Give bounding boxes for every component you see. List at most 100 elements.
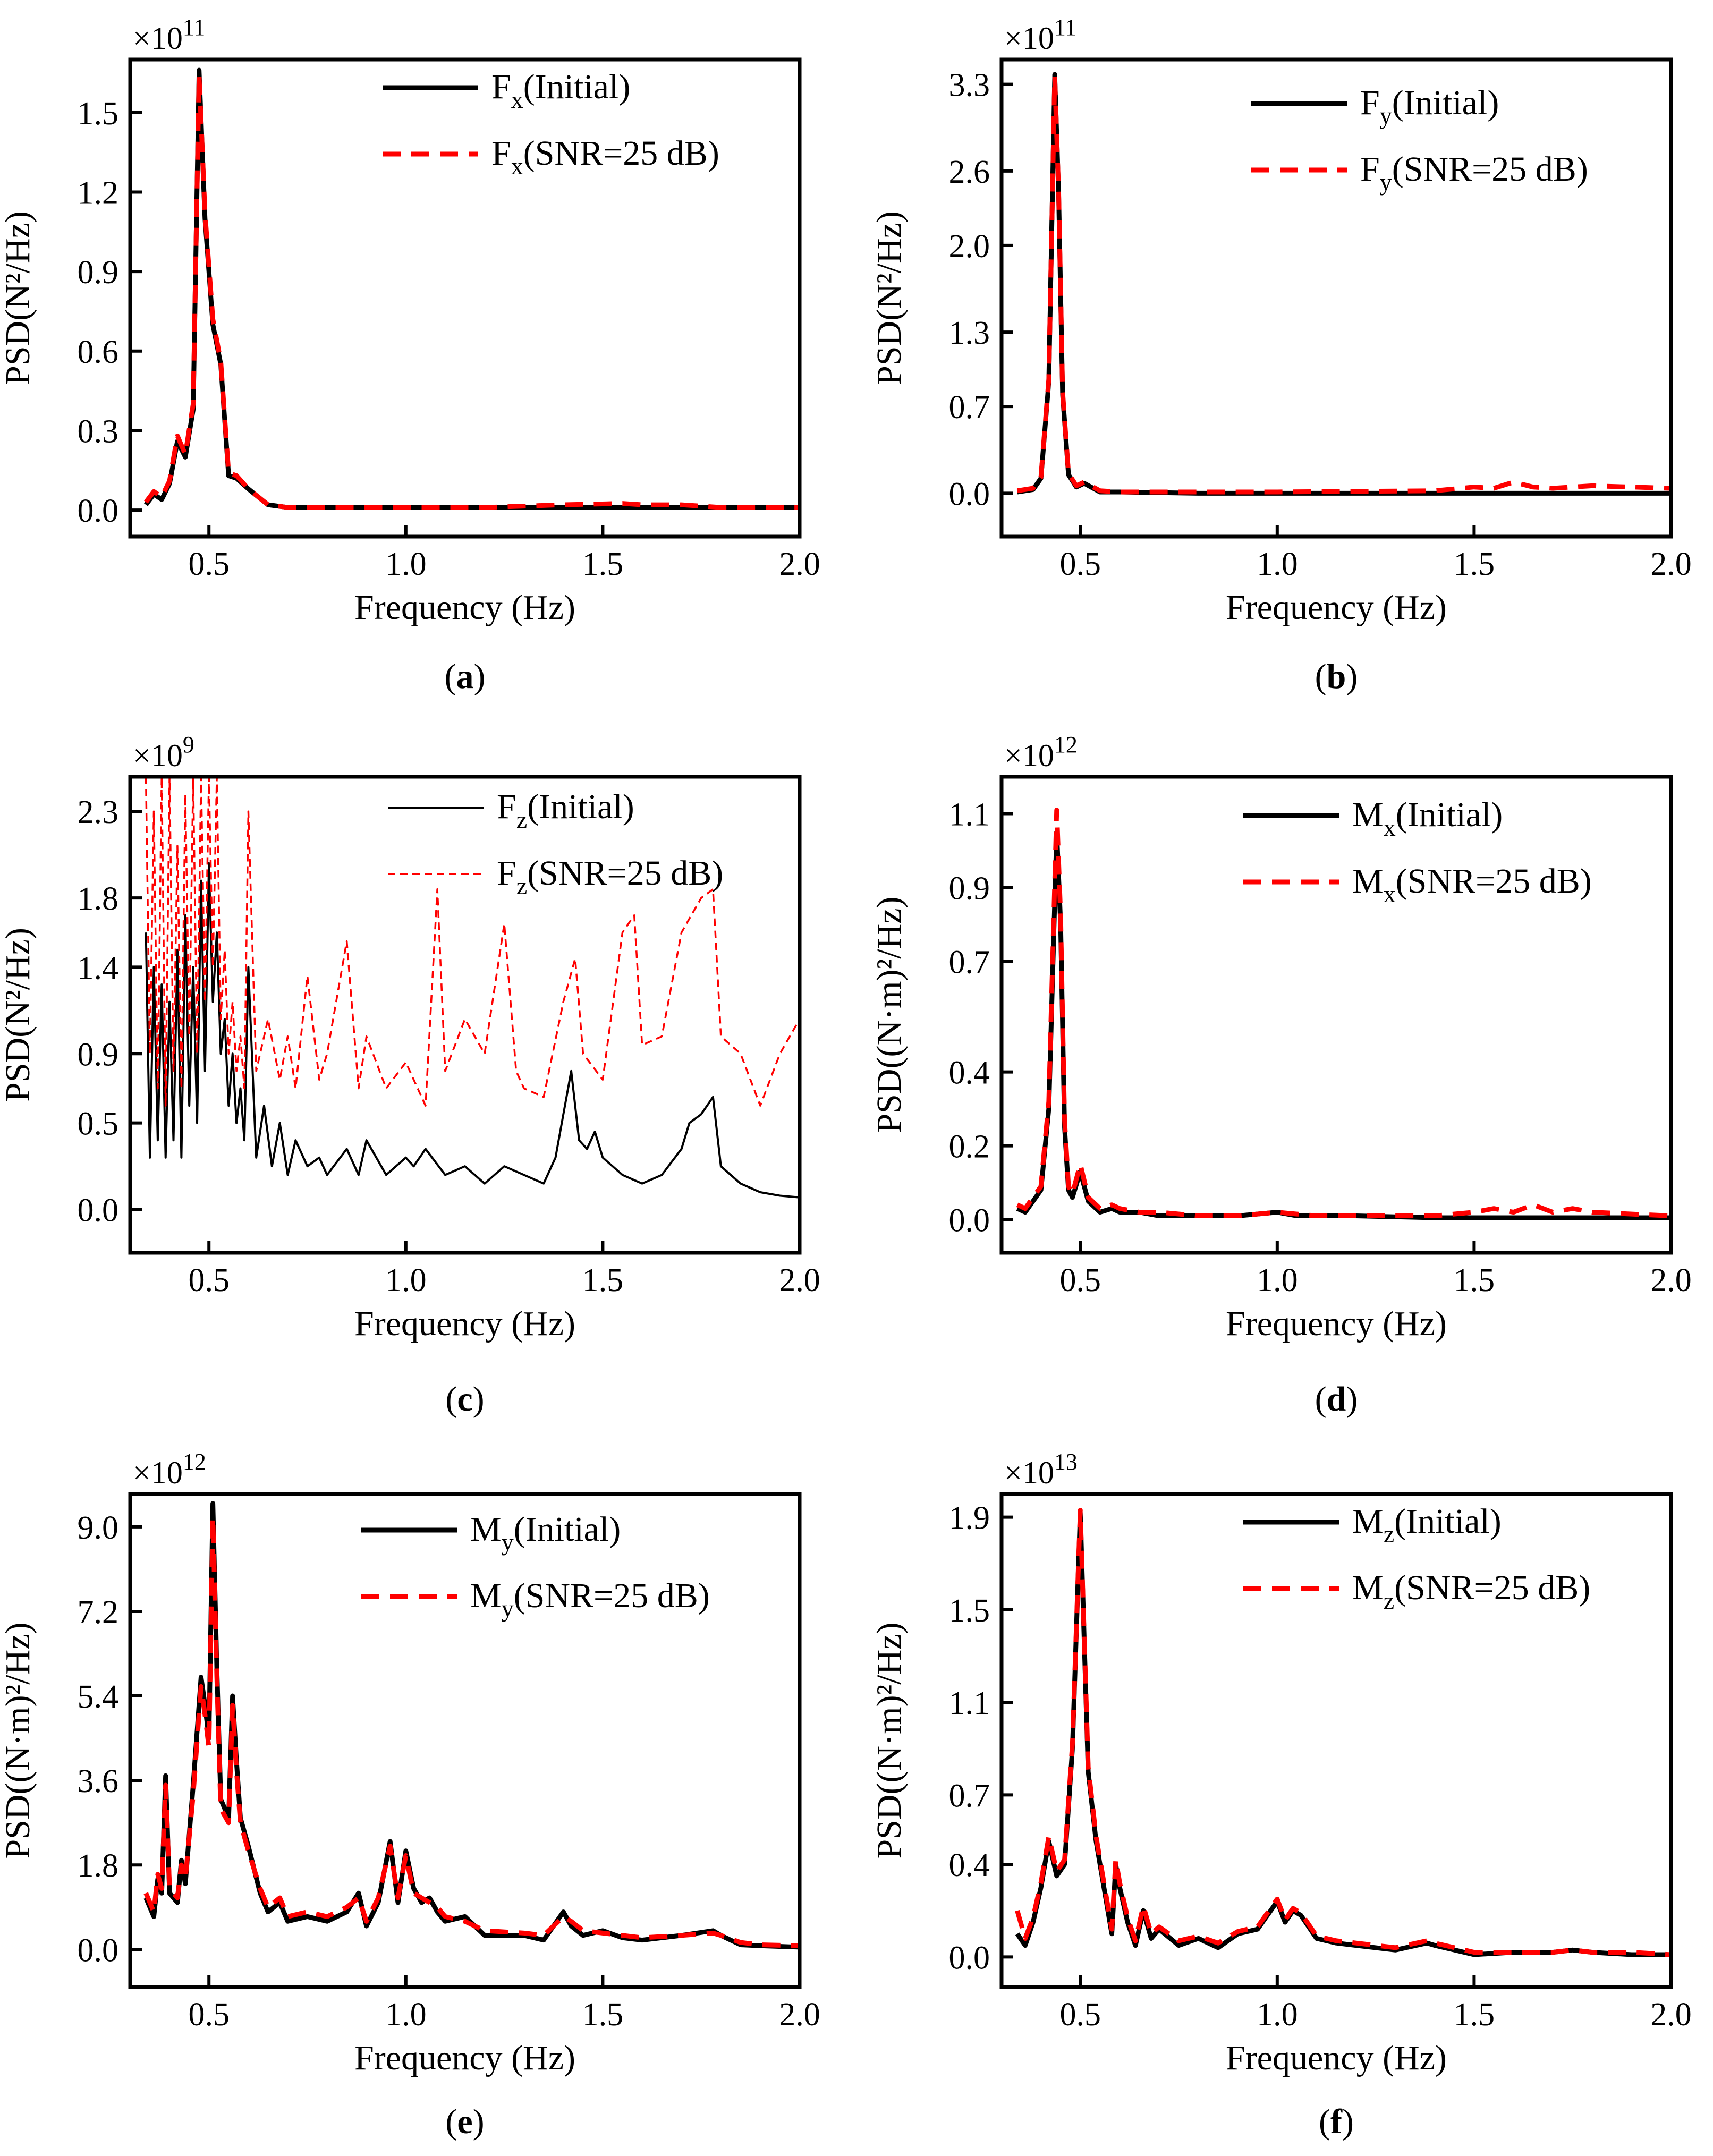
y-multiplier: ×1012	[133, 1449, 206, 1490]
y-tick-label: 9.0	[78, 1510, 119, 1546]
y-multiplier: ×1012	[1004, 732, 1078, 773]
x-tick-label: 0.5	[1059, 546, 1101, 582]
x-axis-label: Frequency (Hz)	[1226, 2039, 1447, 2077]
legend-label: My(Initial)	[470, 1510, 621, 1556]
x-axis-label: Frequency (Hz)	[354, 1304, 575, 1343]
y-axis-label: PSD(N²/Hz)	[0, 211, 37, 385]
x-tick-label: 0.5	[1059, 1997, 1101, 2033]
y-tick-label: 1.8	[78, 1848, 119, 1884]
y-tick-label: 1.1	[949, 796, 990, 833]
plot-frame	[128, 57, 802, 539]
y-tick-label: 1.2	[78, 175, 119, 211]
y-tick-label: 0.0	[78, 1932, 119, 1968]
legend-label: Fy(Initial)	[1360, 83, 1499, 129]
x-axis-label: Frequency (Hz)	[354, 588, 575, 627]
panel-caption: (b)	[1315, 657, 1358, 696]
y-axis-label: PSD(N²/Hz)	[0, 928, 37, 1102]
y-tick-label: 3.6	[78, 1763, 119, 1800]
y-tick-label: 2.0	[949, 228, 990, 265]
x-axis-label: Frequency (Hz)	[1226, 1304, 1447, 1343]
panel-d: 0.5 1.0 1.5 2.0 0.0 0.2 0.4 0.7 0.9 1.1 ×1012 Frequ…	[870, 732, 1692, 1419]
y-tick-label: 0.7	[949, 389, 990, 426]
series-b-snr25	[1016, 74, 1671, 495]
x-tick-label: 2.0	[1650, 1997, 1692, 2033]
legend-label: Fy(SNR=25 dB)	[1360, 150, 1588, 196]
series-e-initial	[143, 1501, 800, 1950]
x-tick-label: 0.5	[1059, 1262, 1101, 1298]
plot-frame	[999, 775, 1673, 1255]
x-tick-label: 1.5	[582, 1997, 624, 2033]
panel-f: 0.5 1.0 1.5 2.0 0.0 0.4 0.7 1.1 1.5 1.9 ×1013 Frequ…	[870, 1449, 1692, 2141]
y-tick-label: 1.5	[78, 96, 119, 132]
series-b-initial	[1016, 72, 1671, 496]
x-tick-label: 1.5	[1454, 1997, 1495, 2033]
y-axis-label: PSD((N·m)²/Hz)	[0, 1622, 37, 1858]
y-tick-label: 1.8	[78, 881, 119, 917]
legend-label: Mz(Initial)	[1352, 1502, 1502, 1548]
panel-a: 0.5 1.0 1.5 2.0 0.0 0.3 0.6 0.9 1.2 1.5 ×1011 Frequ…	[0, 14, 820, 696]
y-tick-label: 1.5	[949, 1593, 990, 1629]
y-tick-label: 1.3	[949, 315, 990, 351]
panel-b: 0.5 1.0 1.5 2.0 0.0 0.7 1.3 2.0 2.6 3.3 ×1011 Frequ…	[870, 14, 1692, 696]
x-tick-label: 1.5	[1454, 546, 1495, 582]
y-tick-label: 0.5	[78, 1106, 119, 1142]
y-axis-label: PSD((N·m)²/Hz)	[870, 896, 909, 1133]
x-tick-label: 0.5	[188, 1997, 230, 2033]
legend-label: Fz(SNR=25 dB)	[497, 854, 723, 899]
plot-frame	[999, 57, 1673, 539]
x-axis-label: Frequency (Hz)	[354, 2039, 575, 2077]
y-tick-label: 0.9	[949, 870, 990, 906]
series-e-snr25	[143, 1515, 800, 1948]
legend-label: Fx(Initial)	[491, 67, 630, 113]
panel-caption: (f)	[1319, 2102, 1354, 2141]
y-tick-label: 0.7	[949, 1778, 990, 1814]
y-tick-label: 0.0	[949, 476, 990, 512]
y-tick-label: 0.2	[949, 1129, 990, 1165]
y-axis-label: PSD((N·m)²/Hz)	[870, 1622, 909, 1858]
x-tick-label: 1.0	[1257, 1262, 1298, 1298]
x-tick-label: 2.0	[779, 1997, 820, 2033]
panel-e: 0.5 1.0 1.5 2.0 0.0 1.8 3.6 5.4 7.2 9.0 ×1012 Frequ…	[0, 1449, 820, 2141]
y-multiplier: ×1011	[133, 14, 205, 56]
y-tick-label: 0.0	[949, 1202, 990, 1238]
plot-frame	[999, 1492, 1673, 1989]
y-tick-label: 0.4	[949, 1847, 990, 1883]
x-tick-label: 2.0	[1650, 1262, 1692, 1298]
x-tick-label: 1.5	[1454, 1262, 1495, 1298]
x-tick-label: 1.5	[582, 1262, 624, 1298]
y-tick-label: 7.2	[78, 1594, 119, 1631]
x-axis-label: Frequency (Hz)	[1226, 588, 1447, 627]
series-d-snr25	[1016, 808, 1671, 1218]
legend-label: Fx(SNR=25 dB)	[491, 134, 719, 180]
x-tick-label: 2.0	[1650, 546, 1692, 582]
y-tick-label: 1.1	[949, 1685, 990, 1721]
panel-caption: (a)	[445, 657, 486, 696]
y-multiplier: ×109	[133, 732, 194, 773]
y-tick-label: 2.6	[949, 154, 990, 190]
y-axis-label: PSD(N²/Hz)	[870, 211, 909, 385]
y-tick-label: 0.0	[949, 1940, 990, 1976]
x-tick-label: 1.0	[1257, 546, 1298, 582]
y-tick-label: 0.9	[78, 1037, 119, 1073]
y-multiplier: ×1013	[1004, 1449, 1078, 1490]
y-tick-label: 0.3	[78, 413, 119, 449]
legend-label: Mz(SNR=25 dB)	[1352, 1568, 1590, 1614]
x-tick-label: 1.0	[385, 1997, 427, 2033]
legend-label: Fz(Initial)	[497, 787, 634, 833]
x-tick-label: 2.0	[779, 1262, 820, 1298]
y-tick-label: 2.3	[78, 794, 119, 830]
x-tick-label: 0.5	[188, 546, 230, 582]
panel-c: 0.5 1.0 1.5 2.0 0.0 0.5 0.9 1.4 1.8 2.3 ×109 Freque…	[0, 732, 820, 1419]
x-tick-label: 1.0	[1257, 1997, 1298, 2033]
x-tick-label: 1.0	[385, 546, 427, 582]
y-tick-label: 0.9	[78, 254, 119, 291]
series-a-snr25	[143, 73, 800, 510]
y-tick-label: 0.6	[78, 334, 119, 370]
y-tick-label: 0.7	[949, 944, 990, 980]
y-tick-label: 0.0	[78, 493, 119, 529]
x-tick-label: 1.5	[582, 546, 624, 582]
x-tick-label: 2.0	[779, 546, 820, 582]
y-tick-label: 1.9	[949, 1500, 990, 1537]
y-multiplier: ×1011	[1004, 14, 1076, 56]
